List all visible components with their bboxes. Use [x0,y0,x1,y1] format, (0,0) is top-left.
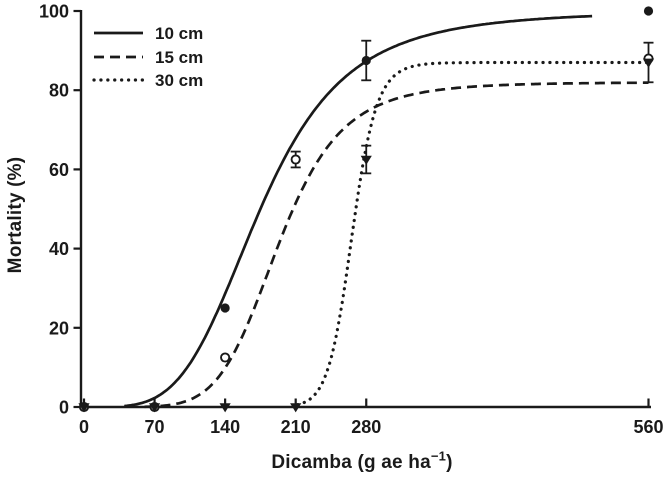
x-tick-label: 560 [633,417,663,437]
marker-filled-triangle-down [642,58,655,68]
marker-open-circle [220,352,231,363]
curve-30-cm [296,60,651,407]
marker-filled-triangle-down [78,403,90,413]
y-axis-title: Mortality (%) [5,65,27,365]
y-axis-title-text: Mortality (%) [5,156,26,274]
x-tick-label: 210 [281,417,311,437]
x-tick-label: 70 [145,417,165,437]
marker-filled-triangle-down [219,403,231,413]
legend-label-30-cm: 30 cm [155,71,203,90]
legend-label-15-cm: 15 cm [155,48,203,67]
marker-filled-triangle-down [290,403,302,413]
curve-10-cm [124,14,593,408]
y-tick-label: 60 [49,160,69,180]
curve-15-cm [144,81,649,409]
marker-filled-circle [643,6,654,16]
y-tick-label: 0 [59,398,69,418]
x-axis-title-text: Dicamba (g ae ha [271,452,431,473]
x-tick-label: 280 [351,417,381,437]
x-axis-title-superscript: −1 [430,448,447,464]
y-tick-label: 40 [49,239,69,259]
legend-label-10-cm: 10 cm [155,24,203,43]
marker-filled-triangle-down [148,403,161,413]
x-axis-title: Dicamba (g ae ha−1) [212,448,512,474]
y-tick-label: 80 [49,81,69,101]
y-tick-label: 20 [49,318,69,338]
marker-open-circle [290,154,301,165]
marker-filled-triangle-down [360,155,372,165]
marker-filled-circle [361,55,371,66]
x-tick-label: 140 [210,417,240,437]
y-tick-label: 100 [39,2,69,22]
marker-filled-circle [220,303,230,313]
x-axis-title-end: ) [446,452,453,473]
x-tick-label: 0 [79,417,89,437]
